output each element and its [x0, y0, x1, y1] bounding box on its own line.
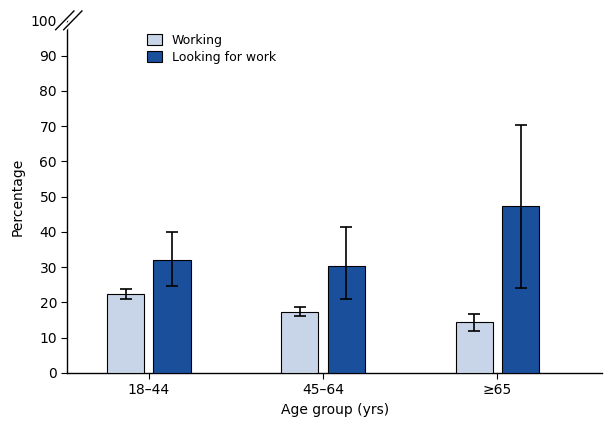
Bar	[153, 260, 191, 373]
Bar	[107, 294, 144, 373]
Y-axis label: Percentage: Percentage	[11, 158, 25, 236]
Bar	[328, 266, 365, 373]
Bar	[455, 323, 493, 373]
X-axis label: Age group (yrs): Age group (yrs)	[281, 403, 389, 417]
Bar	[502, 206, 539, 373]
Bar	[281, 312, 318, 373]
Legend: Working, Looking for work: Working, Looking for work	[143, 30, 280, 67]
